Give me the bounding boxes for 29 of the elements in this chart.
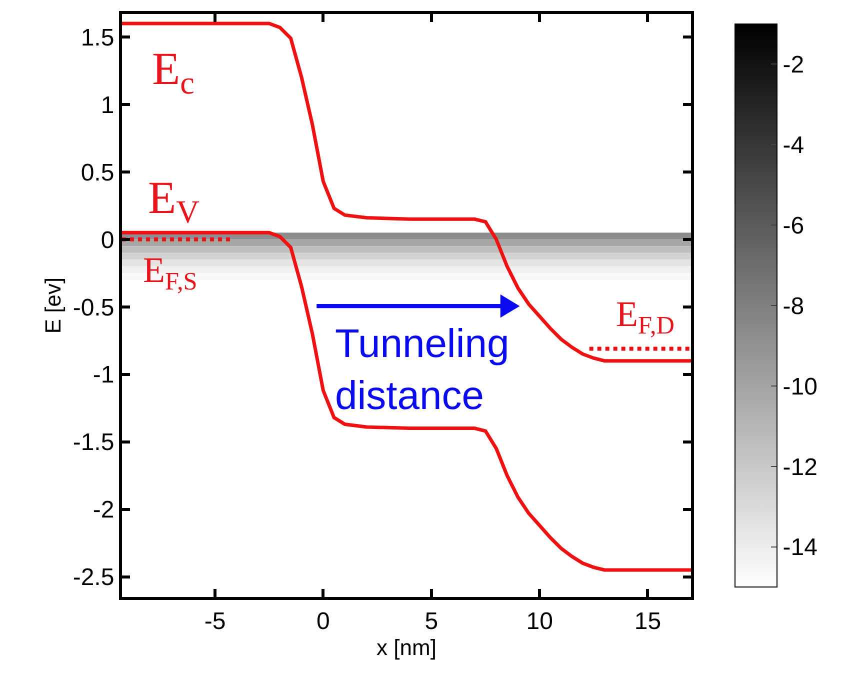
annotation: E$_{c}$ (152, 43, 194, 101)
annotation: E$_{F,S}$ (143, 250, 198, 296)
y-tick-label: 0.5 (80, 159, 114, 186)
y-tick-label: 0 (100, 226, 114, 254)
y-tick-label: 1 (100, 92, 114, 119)
color-bar-label: -14 (782, 534, 818, 562)
y-tick-label: -2 (92, 496, 114, 524)
annotation: E$_{V}$ (148, 172, 200, 230)
x-tick-label: -5 (204, 608, 226, 635)
x-tick-label: 10 (526, 608, 553, 635)
annotation: E$_{F,D}$ (616, 294, 674, 340)
x-axis-title: x [nm] (376, 634, 436, 660)
x-tick-label: 0 (316, 608, 330, 635)
x-tick-label: 5 (424, 608, 438, 635)
y-tick-label: -0.5 (72, 294, 114, 322)
color-bar-label: -4 (782, 132, 804, 160)
line-series (122, 230, 691, 572)
y-tick-label: -1 (92, 362, 114, 389)
y-tick-label: -2.5 (72, 564, 114, 592)
color-bar-label: -10 (782, 373, 818, 400)
x-tick-label: 15 (634, 608, 662, 635)
y-axis-title: E [ev] (40, 277, 66, 334)
y-tick-label: 1.5 (80, 24, 114, 52)
y-tick-label: -1.5 (72, 429, 114, 456)
color-bar-label: -2 (782, 52, 804, 79)
color-bar-label: -12 (782, 454, 818, 481)
color-bar-label: -6 (782, 212, 804, 240)
color-bar-label: -8 (782, 292, 804, 320)
annotation: Tunneling distance (335, 322, 510, 418)
